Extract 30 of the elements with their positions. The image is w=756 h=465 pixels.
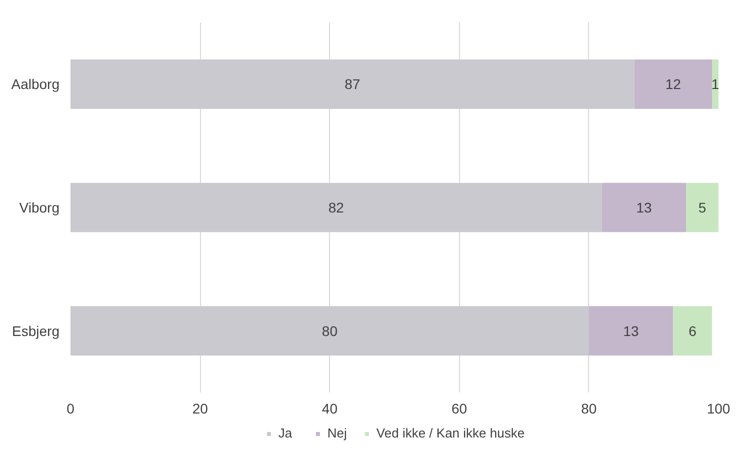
x-tick-label: 80 <box>581 400 597 416</box>
bar <box>673 306 712 356</box>
y-tick-label: Esbjerg <box>12 322 60 339</box>
bar <box>70 182 602 232</box>
y-tick-label: Aalborg <box>11 76 60 92</box>
legend-label: Nej <box>327 426 348 440</box>
data-label: 13 <box>623 322 640 339</box>
x-tick-label: 60 <box>452 400 468 416</box>
data-label: 13 <box>636 200 652 216</box>
legend-label: Ja <box>278 426 294 440</box>
data-label: 87 <box>344 76 360 92</box>
data-label: 82 <box>328 200 344 216</box>
bar <box>70 60 634 109</box>
bar <box>588 306 674 356</box>
data-label: 1 <box>711 76 720 92</box>
bar <box>602 182 686 232</box>
bar <box>686 182 718 232</box>
bar <box>634 60 712 109</box>
x-tick-label: 100 <box>706 400 730 416</box>
bar <box>70 306 589 356</box>
bar <box>712 60 718 109</box>
x-tick-label: 40 <box>322 400 338 416</box>
data-label: 6 <box>688 322 697 339</box>
data-label: 12 <box>665 76 682 92</box>
x-tick-label: 0 <box>66 400 75 416</box>
y-tick-label: Viborg <box>19 200 60 216</box>
legend-label: Ved ikke / Kan ikke huske <box>376 426 525 440</box>
data-label: 80 <box>322 322 338 339</box>
data-label: 5 <box>698 200 706 216</box>
x-tick-label: 20 <box>192 400 208 416</box>
